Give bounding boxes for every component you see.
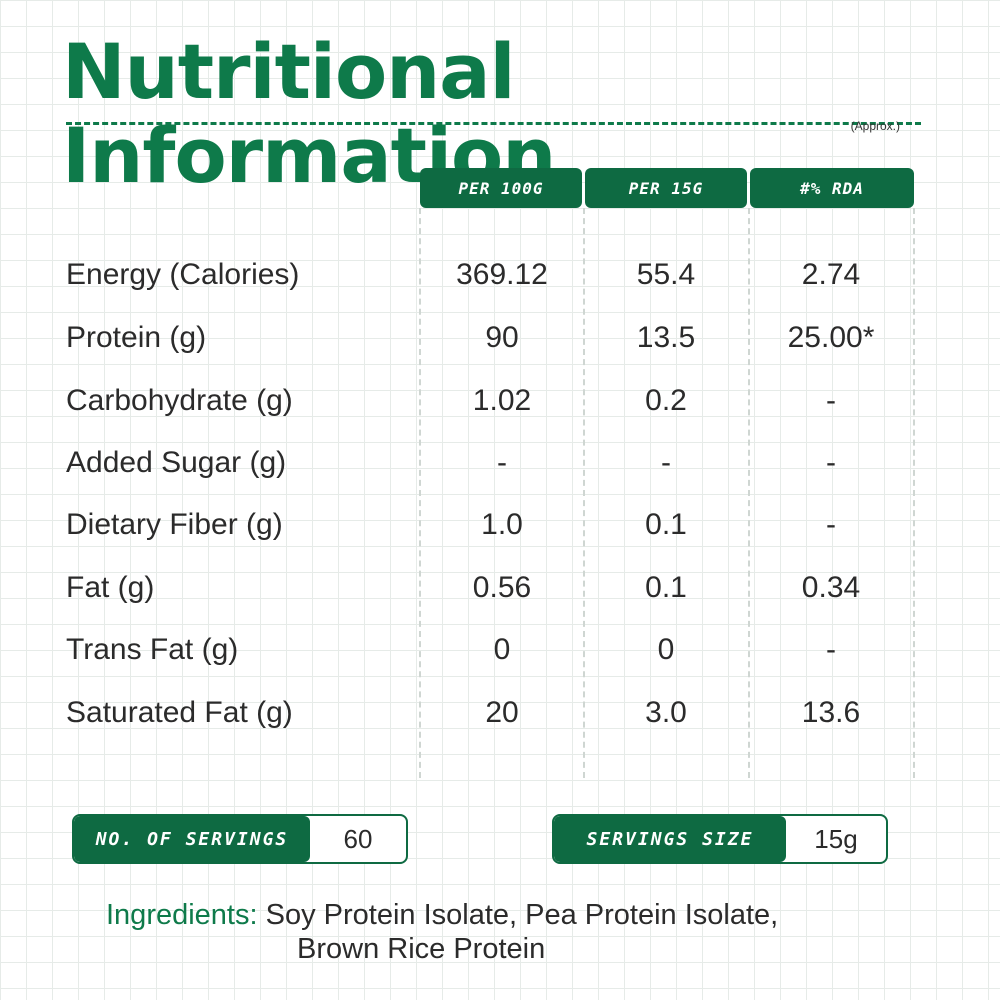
row-label-carbohydrate: Carbohydrate (g) [66,384,293,417]
servings-count-label: NO. OF SERVINGS [74,816,310,862]
column-divider [913,208,915,778]
row-label-protein: Protein (g) [66,321,207,354]
cell-dietary-fiber-per-15g: 0.1 [645,508,687,541]
serving-size-value: 15g [814,823,858,854]
cell-carbohydrate-per-15g: 0.2 [645,384,687,417]
ingredients-line-1: Soy Protein Isolate, Pea Protein Isolate… [265,899,779,931]
serving-size-box: SERVINGS SIZE 15g [552,814,888,864]
cell-energy-rda: 2.74 [801,258,861,291]
column-divider [748,208,750,778]
cell-dietary-fiber-rda: - [826,508,836,541]
column-divider [419,208,421,778]
page-title: Nutritional Information [62,27,556,200]
title-dashed-rule [66,122,921,125]
cell-carbohydrate-rda: - [826,384,836,417]
row-label-saturated-fat: Saturated Fat (g) [66,696,293,729]
cell-trans-fat-per-100g: 0 [493,633,511,666]
cell-energy-per-15g: 55.4 [636,258,696,291]
column-header-per-15g: PER 15G [585,168,747,208]
cell-energy-per-100g: 369.12 [456,258,548,291]
column-header-per-100g: PER 100G [420,168,582,208]
cell-fat-rda: 0.34 [801,571,861,604]
cell-saturated-fat-per-15g: 3.0 [645,696,687,729]
cell-protein-rda: 25.00* [787,321,875,354]
ingredients-line-2: Brown Rice Protein [297,933,546,965]
cell-carbohydrate-per-100g: 1.02 [472,384,532,417]
cell-trans-fat-per-15g: 0 [657,633,675,666]
cell-trans-fat-rda: - [826,633,836,666]
cell-added-sugar-per-15g: - [661,446,671,479]
serving-size-label: SERVINGS SIZE [554,816,786,862]
cell-protein-per-15g: 13.5 [636,321,696,354]
cell-dietary-fiber-per-100g: 1.0 [481,508,523,541]
cell-fat-per-100g: 0.56 [472,571,532,604]
cell-saturated-fat-per-100g: 20 [485,696,519,729]
row-label-energy: Energy (Calories) [66,258,300,291]
column-divider [583,208,585,778]
cell-added-sugar-rda: - [826,446,836,479]
row-label-trans-fat: Trans Fat (g) [66,633,239,666]
cell-fat-per-15g: 0.1 [645,571,687,604]
cell-protein-per-100g: 90 [485,321,519,354]
row-label-fat: Fat (g) [66,571,155,604]
row-label-added-sugar: Added Sugar (g) [66,446,287,479]
column-header-rda: #% RDA [750,168,914,208]
servings-count-box: NO. OF SERVINGS 60 [72,814,408,864]
cell-saturated-fat-rda: 13.6 [801,696,861,729]
approx-note: (Approx.) [850,119,900,133]
row-label-dietary-fiber: Dietary Fiber (g) [66,508,283,541]
cell-added-sugar-per-100g: - [497,446,507,479]
ingredients-label: Ingredients: [106,899,258,931]
servings-count-value: 60 [343,823,373,854]
ingredients-text: Ingredients: Soy Protein Isolate, Pea Pr… [106,898,926,966]
